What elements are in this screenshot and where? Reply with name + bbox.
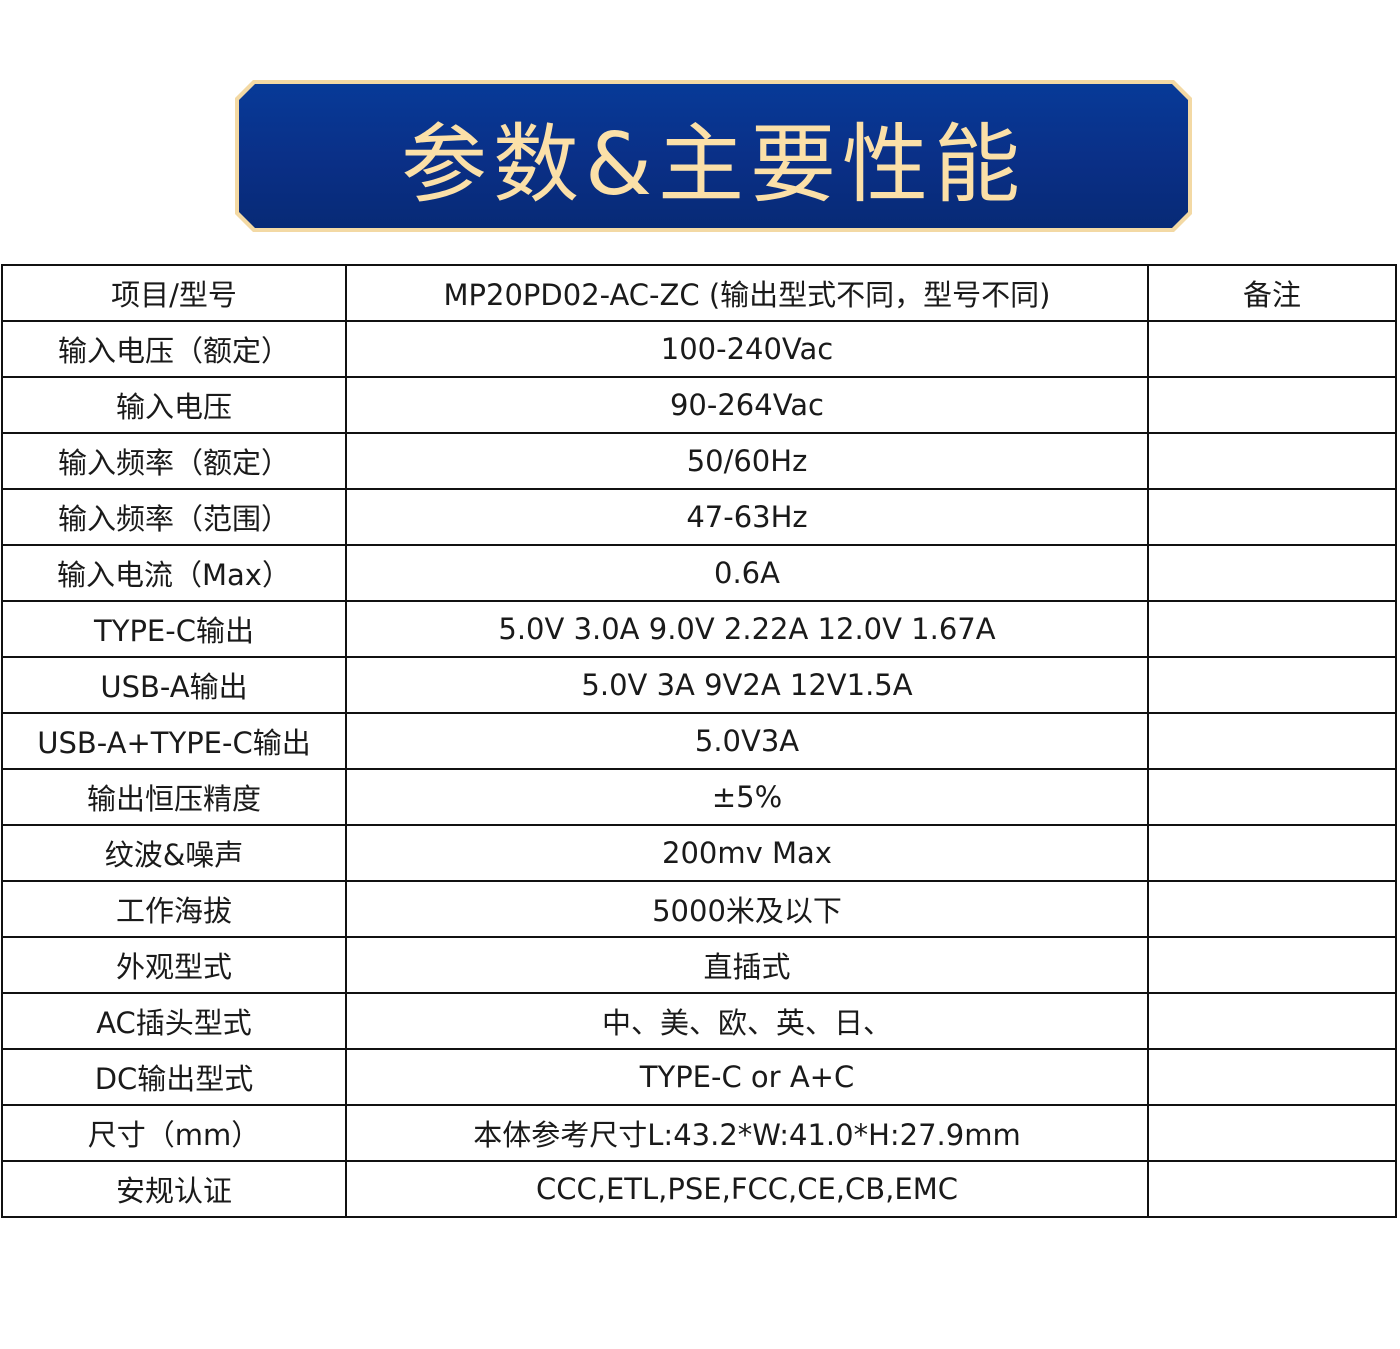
value-cell: ±5% bbox=[345, 768, 1149, 826]
item-cell: 纹波&噪声 bbox=[1, 824, 347, 882]
item-cell: 输入电压（额定） bbox=[1, 320, 347, 378]
value-cell: 5.0V 3.0A 9.0V 2.22A 12.0V 1.67A bbox=[345, 600, 1149, 658]
remark-cell bbox=[1147, 432, 1397, 490]
remark-cell bbox=[1147, 936, 1397, 994]
item-cell: TYPE-C输出 bbox=[1, 600, 347, 658]
remark-cell bbox=[1147, 320, 1397, 378]
item-cell: 外观型式 bbox=[1, 936, 347, 994]
item-cell: 输入电压 bbox=[1, 376, 347, 434]
table-row: TYPE-C输出 5.0V 3.0A 9.0V 2.22A 12.0V 1.67A bbox=[1, 600, 1397, 658]
remark-cell: 备注 bbox=[1147, 264, 1397, 322]
item-cell: 项目/型号 bbox=[1, 264, 347, 322]
table-row: 外观型式 直插式 bbox=[1, 936, 1397, 994]
remark-cell bbox=[1147, 376, 1397, 434]
value-cell: 5.0V3A bbox=[345, 712, 1149, 770]
item-cell: AC插头型式 bbox=[1, 992, 347, 1050]
item-cell: DC输出型式 bbox=[1, 1048, 347, 1106]
item-cell: USB-A+TYPE-C输出 bbox=[1, 712, 347, 770]
remark-cell bbox=[1147, 488, 1397, 546]
item-cell: 输入频率（额定） bbox=[1, 432, 347, 490]
title-banner-inner: 参数&主要性能 bbox=[239, 84, 1188, 228]
remark-cell bbox=[1147, 1160, 1397, 1218]
value-cell: CCC,ETL,PSE,FCC,CE,CB,EMC bbox=[345, 1160, 1149, 1218]
remark-cell bbox=[1147, 656, 1397, 714]
table-row: 输入电流（Max） 0.6A bbox=[1, 544, 1397, 602]
remark-cell bbox=[1147, 1104, 1397, 1162]
remark-cell bbox=[1147, 600, 1397, 658]
value-cell: 5000米及以下 bbox=[345, 880, 1149, 938]
value-cell: 本体参考尺寸L:43.2*W:41.0*H:27.9mm bbox=[345, 1104, 1149, 1162]
table-row: 输入频率（范围） 47-63Hz bbox=[1, 488, 1397, 546]
value-cell: TYPE-C or A+C bbox=[345, 1048, 1149, 1106]
title-banner: 参数&主要性能 bbox=[235, 80, 1192, 232]
table-row: 工作海拔 5000米及以下 bbox=[1, 880, 1397, 938]
table-row: AC插头型式 中、美、欧、英、日、 bbox=[1, 992, 1397, 1050]
item-cell: 尺寸（mm） bbox=[1, 1104, 347, 1162]
item-cell: 安规认证 bbox=[1, 1160, 347, 1218]
spec-table: 项目/型号 MP20PD02-AC-ZC (输出型式不同，型号不同) 备注 输入电压（… bbox=[1, 264, 1397, 1218]
table-row: 输入电压（额定） 100-240Vac bbox=[1, 320, 1397, 378]
remark-cell bbox=[1147, 880, 1397, 938]
table-row: DC输出型式 TYPE-C or A+C bbox=[1, 1048, 1397, 1106]
remark-cell bbox=[1147, 712, 1397, 770]
value-cell: MP20PD02-AC-ZC (输出型式不同，型号不同) bbox=[345, 264, 1149, 322]
value-cell: 100-240Vac bbox=[345, 320, 1149, 378]
table-row: USB-A输出 5.0V 3A 9V2A 12V1.5A bbox=[1, 656, 1397, 714]
table-row: 安规认证 CCC,ETL,PSE,FCC,CE,CB,EMC bbox=[1, 1160, 1397, 1218]
remark-cell bbox=[1147, 544, 1397, 602]
table-row: 尺寸（mm） 本体参考尺寸L:43.2*W:41.0*H:27.9mm bbox=[1, 1104, 1397, 1162]
table-row: 输入频率（额定） 50/60Hz bbox=[1, 432, 1397, 490]
remark-cell bbox=[1147, 992, 1397, 1050]
value-cell: 50/60Hz bbox=[345, 432, 1149, 490]
remark-cell bbox=[1147, 1048, 1397, 1106]
value-cell: 0.6A bbox=[345, 544, 1149, 602]
remark-cell bbox=[1147, 768, 1397, 826]
value-cell: 直插式 bbox=[345, 936, 1149, 994]
item-cell: 输入电流（Max） bbox=[1, 544, 347, 602]
remark-cell bbox=[1147, 824, 1397, 882]
table-row: 输出恒压精度 ±5% bbox=[1, 768, 1397, 826]
banner-title: 参数&主要性能 bbox=[400, 114, 1027, 215]
item-cell: 工作海拔 bbox=[1, 880, 347, 938]
value-cell: 90-264Vac bbox=[345, 376, 1149, 434]
table-row: USB-A+TYPE-C输出 5.0V3A bbox=[1, 712, 1397, 770]
value-cell: 5.0V 3A 9V2A 12V1.5A bbox=[345, 656, 1149, 714]
value-cell: 中、美、欧、英、日、 bbox=[345, 992, 1149, 1050]
item-cell: 输入频率（范围） bbox=[1, 488, 347, 546]
table-header-row: 项目/型号 MP20PD02-AC-ZC (输出型式不同，型号不同) 备注 bbox=[1, 264, 1397, 322]
table-row: 输入电压 90-264Vac bbox=[1, 376, 1397, 434]
table-row: 纹波&噪声 200mv Max bbox=[1, 824, 1397, 882]
item-cell: USB-A输出 bbox=[1, 656, 347, 714]
value-cell: 200mv Max bbox=[345, 824, 1149, 882]
item-cell: 输出恒压精度 bbox=[1, 768, 347, 826]
value-cell: 47-63Hz bbox=[345, 488, 1149, 546]
